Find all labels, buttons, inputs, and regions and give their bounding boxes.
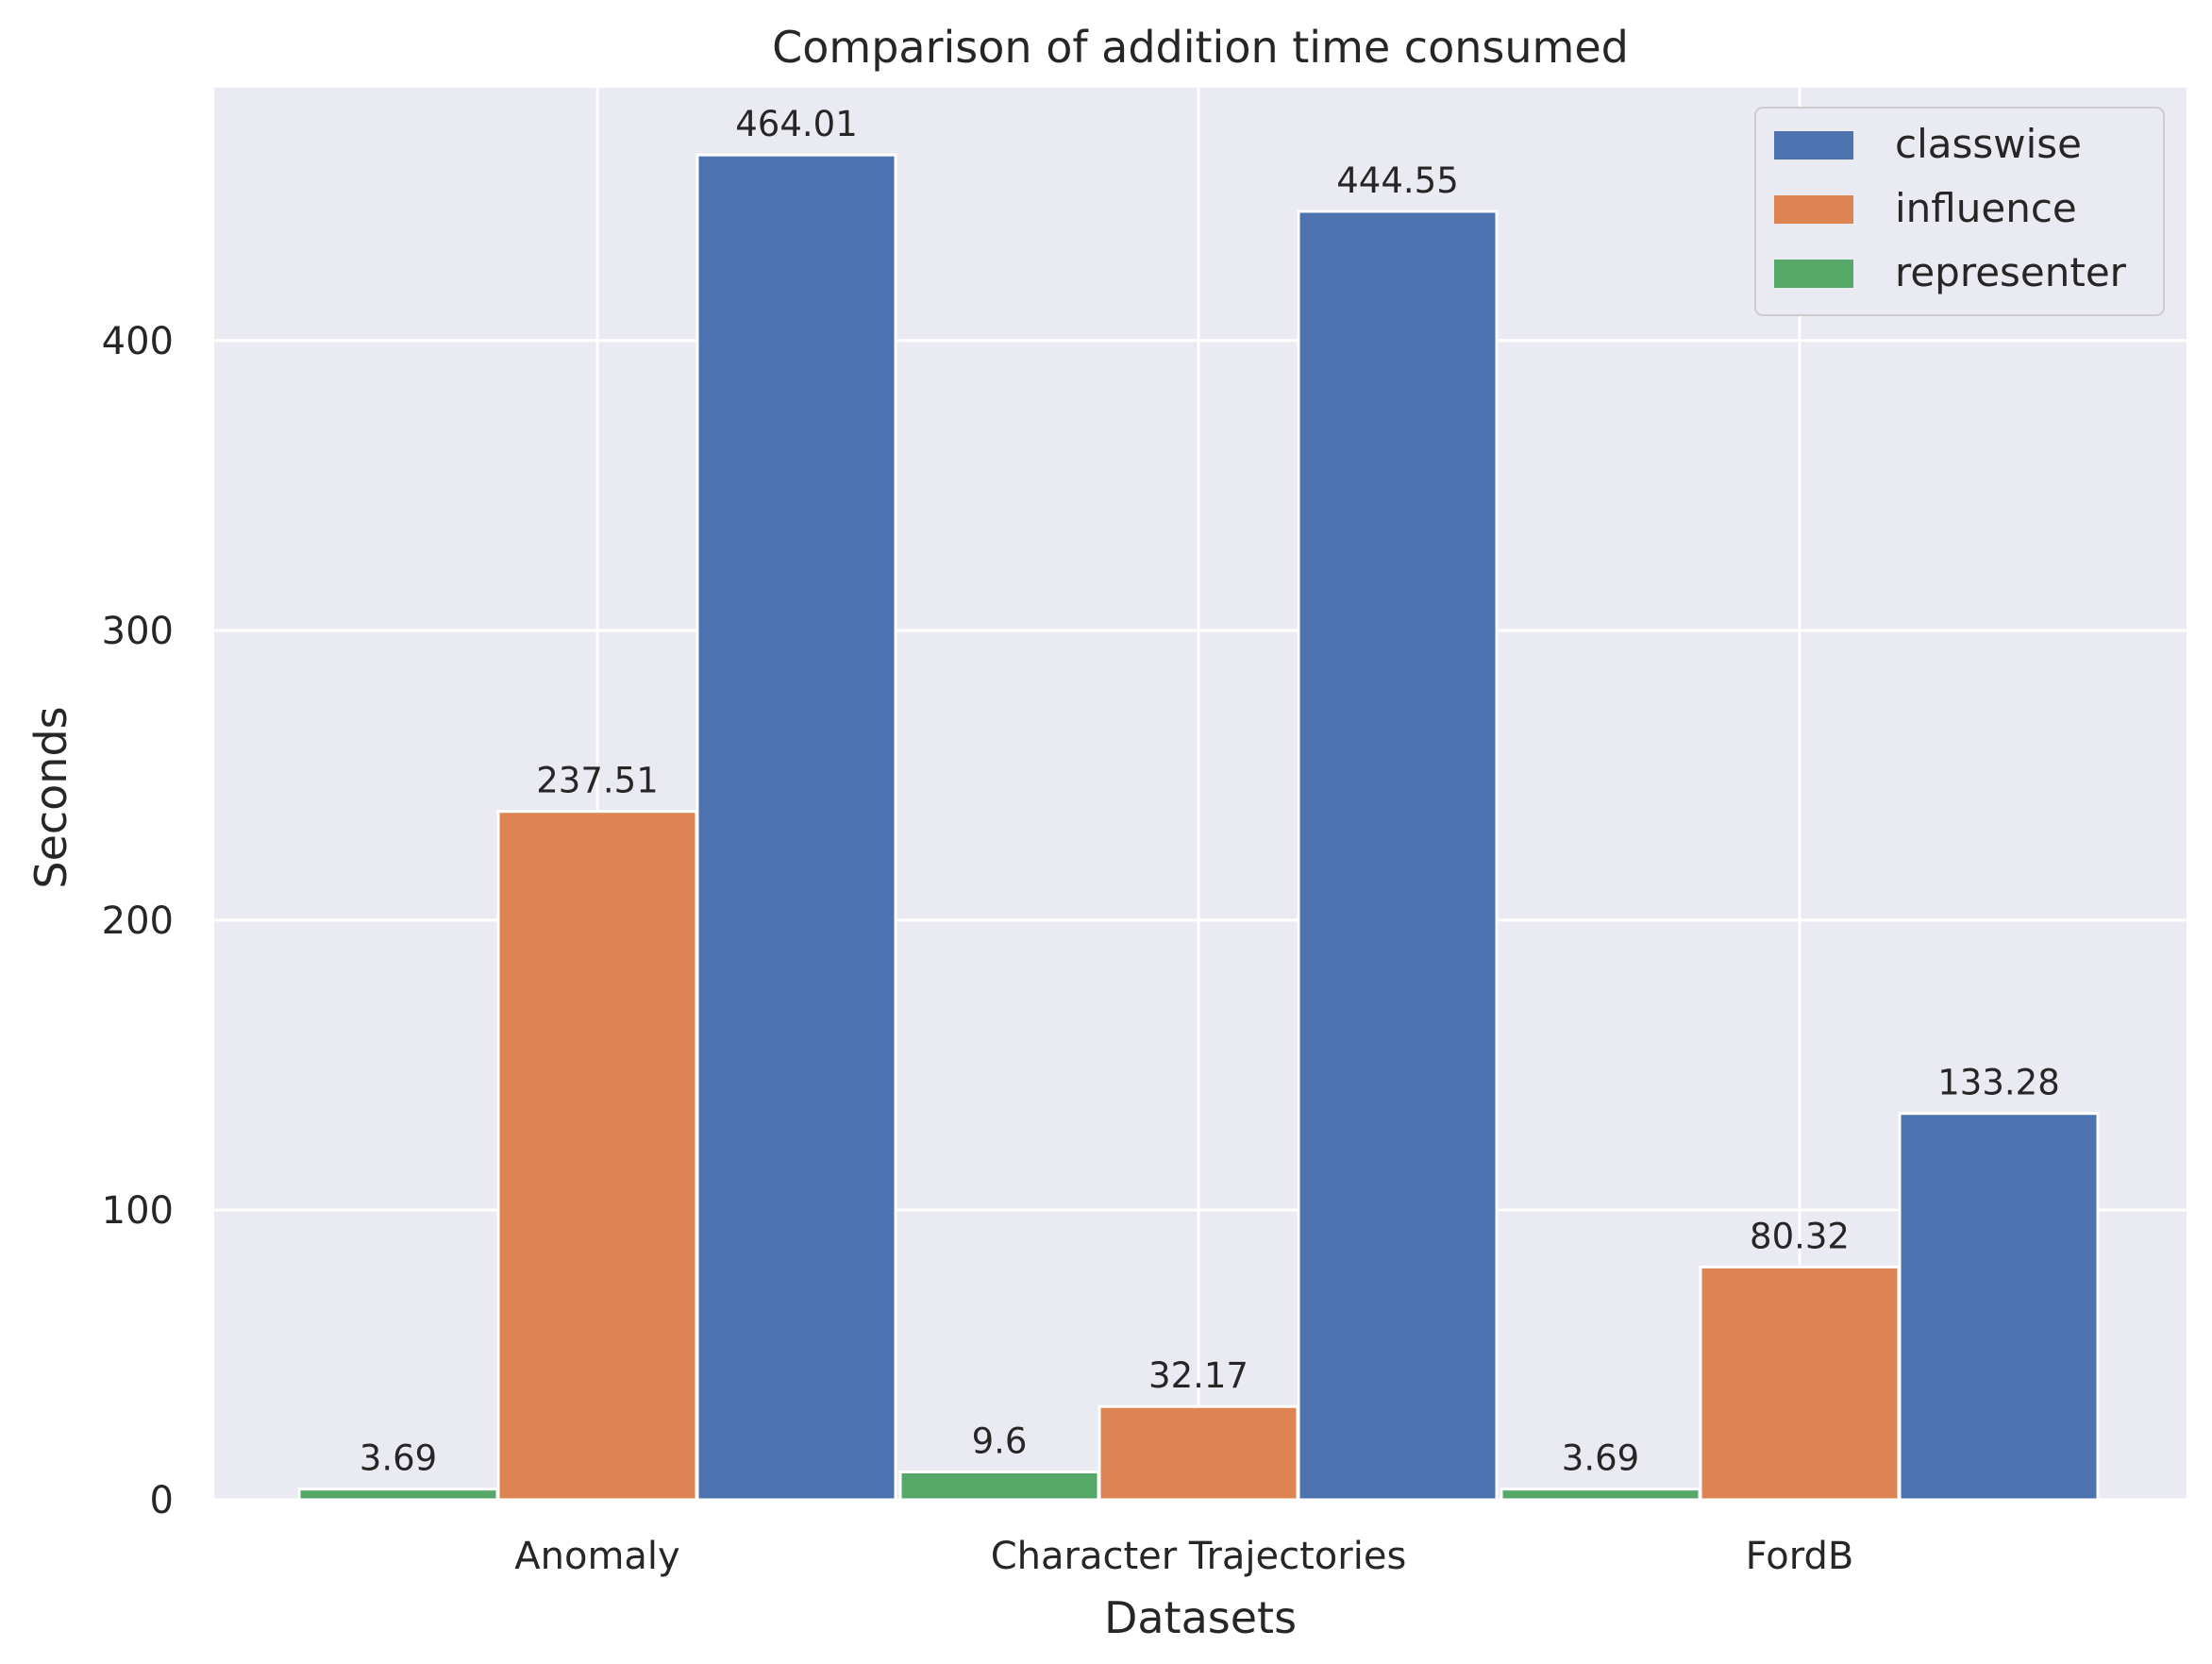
bar-influence-fordb [1699,1265,1901,1502]
chart-title: Comparison of addition time consumed [772,22,1629,73]
data-label: 3.69 [1562,1438,1639,1479]
y-tick-label: 200 [102,899,174,943]
data-label: 9.6 [972,1421,1028,1462]
y-tick-labels: 0 100 200 300 400 [102,320,174,1522]
legend-box [1754,107,2165,316]
bar-classwise-fordb [1898,1112,2100,1502]
legend-label-representer: representer [1895,249,2127,295]
y-tick-label: 0 [150,1479,174,1522]
bar-representer-fordb [1500,1488,1701,1502]
legend: classwise influence representer [1754,107,2165,316]
legend-swatch-influence [1774,195,1853,224]
x-tick-labels: Anomaly Character Trajectories FordB [514,1535,1853,1578]
x-tick-label: Character Trajectories [991,1535,1407,1578]
legend-swatch-representer [1774,260,1853,288]
data-label: 3.69 [360,1438,437,1479]
legend-label-influence: influence [1895,185,2077,231]
data-label: 444.55 [1336,160,1458,201]
x-tick-label: Anomaly [514,1535,679,1578]
data-labels: 3.69 9.6 3.69 237.51 32.17 80.32 464.01 444.55 1… [360,104,2060,1478]
y-tick-label: 300 [102,610,174,653]
legend-label-classwise: classwise [1895,121,2082,167]
bar-classwise-character-trajectories [1297,210,1499,1502]
data-label: 237.51 [536,761,658,801]
bar-representer-anomaly [297,1488,499,1502]
y-tick-label: 400 [102,320,174,363]
bars [297,153,2100,1502]
bar-representer-character-trajectories [898,1471,1100,1502]
x-axis-label: Datasets [1104,1592,1297,1643]
y-axis-label: Seconds [25,706,76,888]
bar-influence-anomaly [496,810,698,1502]
bar-classwise-anomaly [695,153,897,1502]
data-label: 464.01 [735,104,857,144]
x-tick-label: FordB [1746,1535,1854,1578]
data-label: 32.17 [1148,1355,1248,1396]
data-label: 133.28 [1937,1063,2059,1103]
bar-influence-character-trajectories [1098,1404,1299,1502]
data-label: 80.32 [1750,1216,1850,1256]
legend-swatch-classwise [1774,131,1853,160]
y-tick-label: 100 [102,1189,174,1233]
